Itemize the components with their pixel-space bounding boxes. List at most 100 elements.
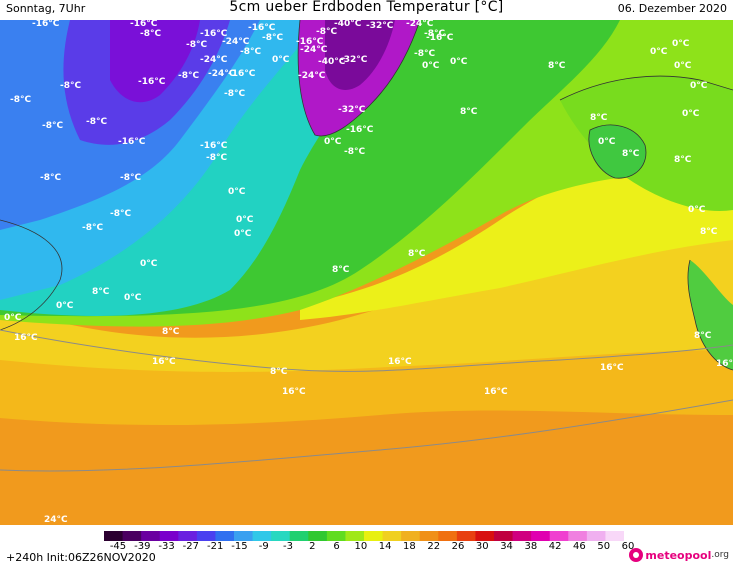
scale-tick-label: 42 — [548, 541, 562, 552]
temperature-label: -16°C — [138, 77, 166, 87]
temperature-label: 0°C — [598, 137, 616, 147]
temperature-label: -32°C — [340, 55, 368, 65]
temperature-label: 8°C — [590, 113, 608, 123]
scale-tick-label: 2 — [309, 541, 316, 552]
temperature-label: 8°C — [92, 287, 110, 297]
temperature-label: -8°C — [344, 147, 365, 157]
scale-tick-label: 26 — [451, 541, 465, 552]
temperature-label: -16°C — [228, 69, 256, 79]
scale-swatch — [289, 531, 309, 541]
temperature-label: 8°C — [622, 149, 640, 159]
violet-core-region — [110, 20, 200, 103]
scale-swatch — [215, 531, 235, 541]
temperature-label: 16°C — [152, 357, 176, 367]
temperature-label: -8°C — [110, 209, 131, 219]
temperature-label: 8°C — [460, 107, 478, 117]
scale-swatch — [456, 531, 476, 541]
temperature-label: -16°C — [200, 141, 228, 151]
temperature-label: 0°C — [272, 55, 290, 65]
temperature-label: 0°C — [324, 137, 342, 147]
scale-tick-label: 10 — [354, 541, 368, 552]
scale-swatch — [178, 531, 198, 541]
temperature-label: 0°C — [422, 61, 440, 71]
temperature-label: -24°C — [298, 71, 326, 81]
scale-tick-label: 14 — [378, 541, 392, 552]
temperature-label: 0°C — [650, 47, 668, 57]
temperature-label: -16°C — [200, 29, 228, 39]
forecast-date: 06. Dezember 2020 — [617, 2, 727, 15]
temperature-label: -16°C — [346, 125, 374, 135]
temperature-label: -8°C — [140, 29, 161, 39]
scale-swatch — [141, 531, 161, 541]
scale-swatch — [345, 531, 365, 541]
scale-tick-label: -27 — [182, 541, 200, 552]
temperature-label: 0°C — [688, 205, 706, 215]
color-scale-ticks: -45 -39 -33 -27 -21 -15 -9 -3 2 6 10 14 18 22 26 30 34 38… — [109, 541, 635, 553]
scale-swatch — [512, 531, 532, 541]
temperature-label: 16°C — [484, 387, 508, 397]
scale-tick-label: 30 — [475, 541, 489, 552]
scale-tick-label: -15 — [231, 541, 248, 552]
temperature-label: -16°C — [296, 37, 324, 47]
temperature-label: -8°C — [316, 27, 337, 37]
temperature-label: -8°C — [414, 49, 435, 59]
temperature-label: -24°C — [222, 37, 250, 47]
temperature-label: -8°C — [10, 95, 31, 105]
iberia-coast — [687, 259, 733, 371]
greenland-coast — [297, 20, 421, 137]
scale-swatch — [419, 531, 439, 541]
temperature-label: 16°C — [716, 359, 733, 369]
temperature-label: 0°C — [236, 215, 254, 225]
temperature-label: -8°C — [120, 173, 141, 183]
temperature-label: -16°C — [248, 23, 276, 33]
temperature-label: 0°C — [234, 229, 252, 239]
scale-tick-label: 34 — [500, 541, 513, 552]
scale-swatch — [252, 531, 272, 541]
temperature-label: -16°C — [32, 20, 60, 29]
temperature-label: 0°C — [124, 293, 142, 303]
logo-text: meteopool — [645, 548, 712, 562]
temperature-label: -8°C — [86, 117, 107, 127]
scale-swatch — [549, 531, 569, 541]
forecast-day-time: Sonntag, 7Uhr — [6, 2, 86, 15]
scale-tick-label: 22 — [427, 541, 441, 552]
temperature-label: 0°C — [682, 109, 700, 119]
temperature-label: 16°C — [282, 387, 306, 397]
temperature-label: -16°C — [426, 33, 454, 43]
temperature-label: 8°C — [700, 227, 718, 237]
scale-swatch — [401, 531, 421, 541]
temperature-label: 0°C — [56, 301, 74, 311]
temperature-label: 0°C — [140, 259, 158, 269]
temperature-label: -16°C — [118, 137, 146, 147]
temperature-label: -8°C — [186, 40, 207, 50]
map-title: 5cm ueber Erdboden Temperatur [°C] — [229, 0, 504, 15]
scale-swatch — [568, 531, 588, 541]
temperature-label: -8°C — [224, 89, 245, 99]
scale-tick-label: 50 — [597, 541, 611, 552]
scale-tick-label: -21 — [206, 541, 224, 552]
scale-swatch — [159, 531, 179, 541]
temperature-label: -8°C — [262, 33, 283, 43]
scale-tick-label: -45 — [109, 541, 127, 552]
temperature-label: 8°C — [270, 367, 288, 377]
british-isles-region — [588, 125, 646, 179]
temperature-label: 0°C — [672, 39, 690, 49]
meteopool-logo[interactable]: meteopool .org — [629, 547, 729, 563]
scale-swatch — [531, 531, 551, 541]
scandinavia-coast — [559, 75, 733, 101]
temperature-label: -32°C — [338, 105, 366, 115]
scale-swatch — [382, 531, 402, 541]
yellow-region — [300, 140, 733, 320]
scale-swatch — [326, 531, 346, 541]
greenland-coldest-region — [325, 20, 395, 90]
header: Sonntag, 7Uhr 5cm ueber Erdboden Tempera… — [0, 0, 733, 20]
scale-swatch — [586, 531, 606, 541]
scale-tick-label: 6 — [333, 541, 340, 552]
temperature-label: -8°C — [82, 223, 103, 233]
temperature-label: 8°C — [548, 61, 566, 71]
temperature-label: -8°C — [424, 29, 445, 39]
scale-tick-label: -9 — [258, 541, 269, 552]
scale-swatch — [122, 531, 142, 541]
temperature-label: -8°C — [178, 71, 199, 81]
temperature-label: -8°C — [240, 47, 261, 57]
